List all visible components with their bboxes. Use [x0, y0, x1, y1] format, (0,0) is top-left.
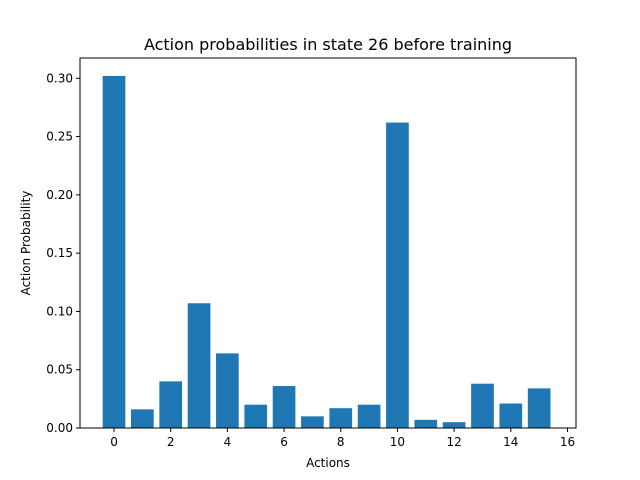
y-tick-label: 0.05 — [46, 363, 73, 377]
bar-action-14 — [499, 403, 523, 428]
y-axis-label: Action Probability — [19, 191, 33, 296]
x-tick-label: 0 — [110, 435, 118, 449]
bar-action-2 — [159, 381, 183, 428]
x-tick-label: 10 — [390, 435, 405, 449]
bar-action-9 — [357, 404, 381, 428]
y-tick-label: 0.15 — [46, 246, 73, 260]
plot-frame — [79, 57, 577, 429]
x-tick-label: 14 — [503, 435, 518, 449]
bar-action-8 — [329, 408, 353, 428]
x-tick-label: 2 — [167, 435, 175, 449]
y-tick-label: 0.25 — [46, 130, 73, 144]
y-tick-label: 0.10 — [46, 304, 73, 318]
chart-title: Action probabilities in state 26 before … — [144, 35, 512, 54]
bar-action-12 — [442, 422, 466, 428]
x-tick-label: 4 — [224, 435, 232, 449]
y-tick-label: 0.20 — [46, 188, 73, 202]
bar-action-5 — [244, 404, 268, 428]
y-tick-label: 0.00 — [46, 421, 73, 435]
x-tick-label: 12 — [446, 435, 461, 449]
bar-action-6 — [272, 386, 296, 428]
bar-action-3 — [187, 303, 211, 428]
bar-action-15 — [527, 388, 551, 428]
bar-action-11 — [414, 419, 438, 428]
bar-action-7 — [301, 416, 324, 428]
bar-action-13 — [471, 383, 494, 428]
x-tick-label: 6 — [280, 435, 288, 449]
bar-action-10 — [386, 122, 409, 429]
bar-action-1 — [131, 409, 154, 428]
bar-action-4 — [216, 353, 239, 428]
x-axis-label: Actions — [306, 456, 350, 470]
x-axis-ticks: 0 2 4 6 8 10 12 14 16 — [110, 428, 575, 449]
x-tick-label: 8 — [337, 435, 345, 449]
bars-group — [102, 75, 551, 429]
bar-action-0 — [102, 75, 126, 428]
y-axis-ticks: 0.00 0.05 0.10 0.15 0.20 0.25 0.30 — [46, 71, 80, 435]
y-tick-label: 0.30 — [46, 71, 73, 85]
x-tick-label: 16 — [560, 435, 575, 449]
